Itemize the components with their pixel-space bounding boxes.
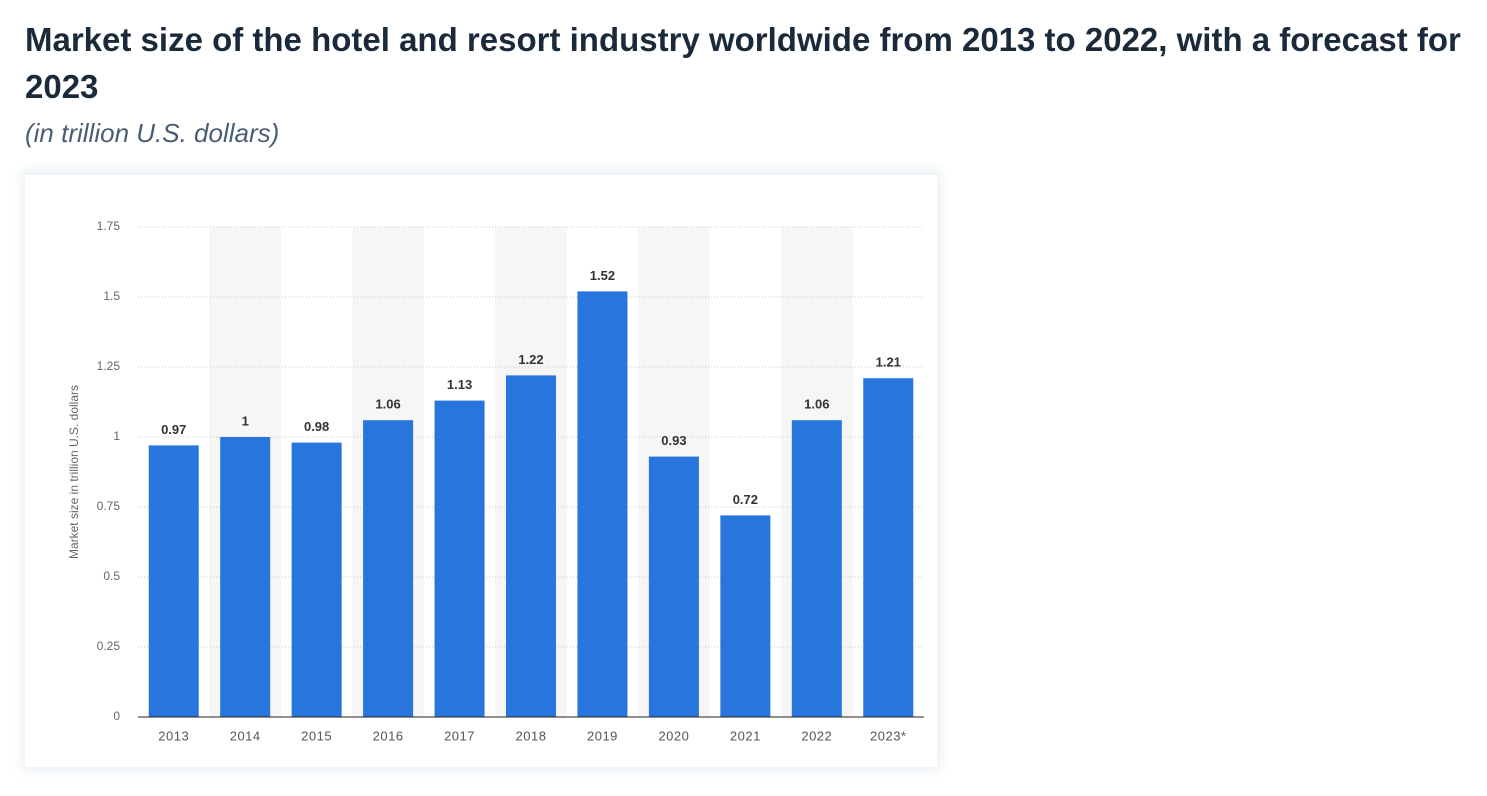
bar [720, 515, 771, 717]
bar [648, 456, 699, 717]
value-label: 1.06 [804, 397, 829, 412]
value-label: 0.98 [304, 419, 329, 434]
value-label: 0.93 [661, 433, 686, 448]
bar [434, 400, 485, 717]
bar [148, 445, 199, 717]
value-label: 1.21 [876, 355, 901, 370]
bar [505, 375, 557, 717]
chart-subtitle: (in trillion U.S. dollars) [25, 118, 280, 148]
x-tick-label: 2014 [230, 728, 261, 743]
x-tick-label: 2015 [301, 728, 332, 743]
x-tick-label: 2019 [587, 728, 618, 743]
y-tick-label: 0.75 [97, 499, 121, 513]
value-label: 0.72 [733, 492, 758, 507]
y-tick-label: 0 [113, 709, 120, 723]
x-tick-label: 2021 [730, 728, 761, 743]
y-tick-label: 1.75 [97, 219, 121, 233]
value-label: 0.97 [161, 422, 186, 437]
x-tick-label: 2023* [870, 728, 906, 743]
x-tick-label: 2022 [801, 728, 832, 743]
bar [291, 442, 342, 717]
x-tick-label: 2020 [658, 728, 689, 743]
y-tick-label: 0.5 [103, 569, 120, 583]
x-tick-label: 2016 [373, 728, 404, 743]
plot: 0 0.25 0.5 0.75 1 1.25 1.5 1.75 2013 0.97 2014 1 201… [97, 219, 924, 743]
x-tick-label: 2018 [516, 728, 547, 743]
x-tick-label: 2017 [444, 728, 475, 743]
value-label: 1.13 [447, 377, 472, 392]
y-tick-label: 0.25 [97, 639, 121, 653]
bar [577, 291, 628, 717]
value-label: 1.22 [518, 352, 543, 367]
y-tick-label: 1.25 [97, 359, 121, 373]
x-tick-label: 2013 [158, 728, 189, 743]
chart-title: Market size of the hotel and resort indu… [25, 21, 1461, 105]
bar [220, 437, 271, 717]
bar [863, 378, 914, 717]
bar [363, 420, 414, 717]
y-tick-label: 1.5 [103, 289, 120, 303]
bar [791, 420, 842, 717]
value-label: 1.06 [375, 397, 400, 412]
value-label: 1 [242, 413, 249, 428]
y-tick-label: 1 [113, 429, 120, 443]
y-axis-label: Market size in trillion U.S. dollars [67, 385, 81, 559]
value-label: 1.52 [590, 268, 615, 283]
